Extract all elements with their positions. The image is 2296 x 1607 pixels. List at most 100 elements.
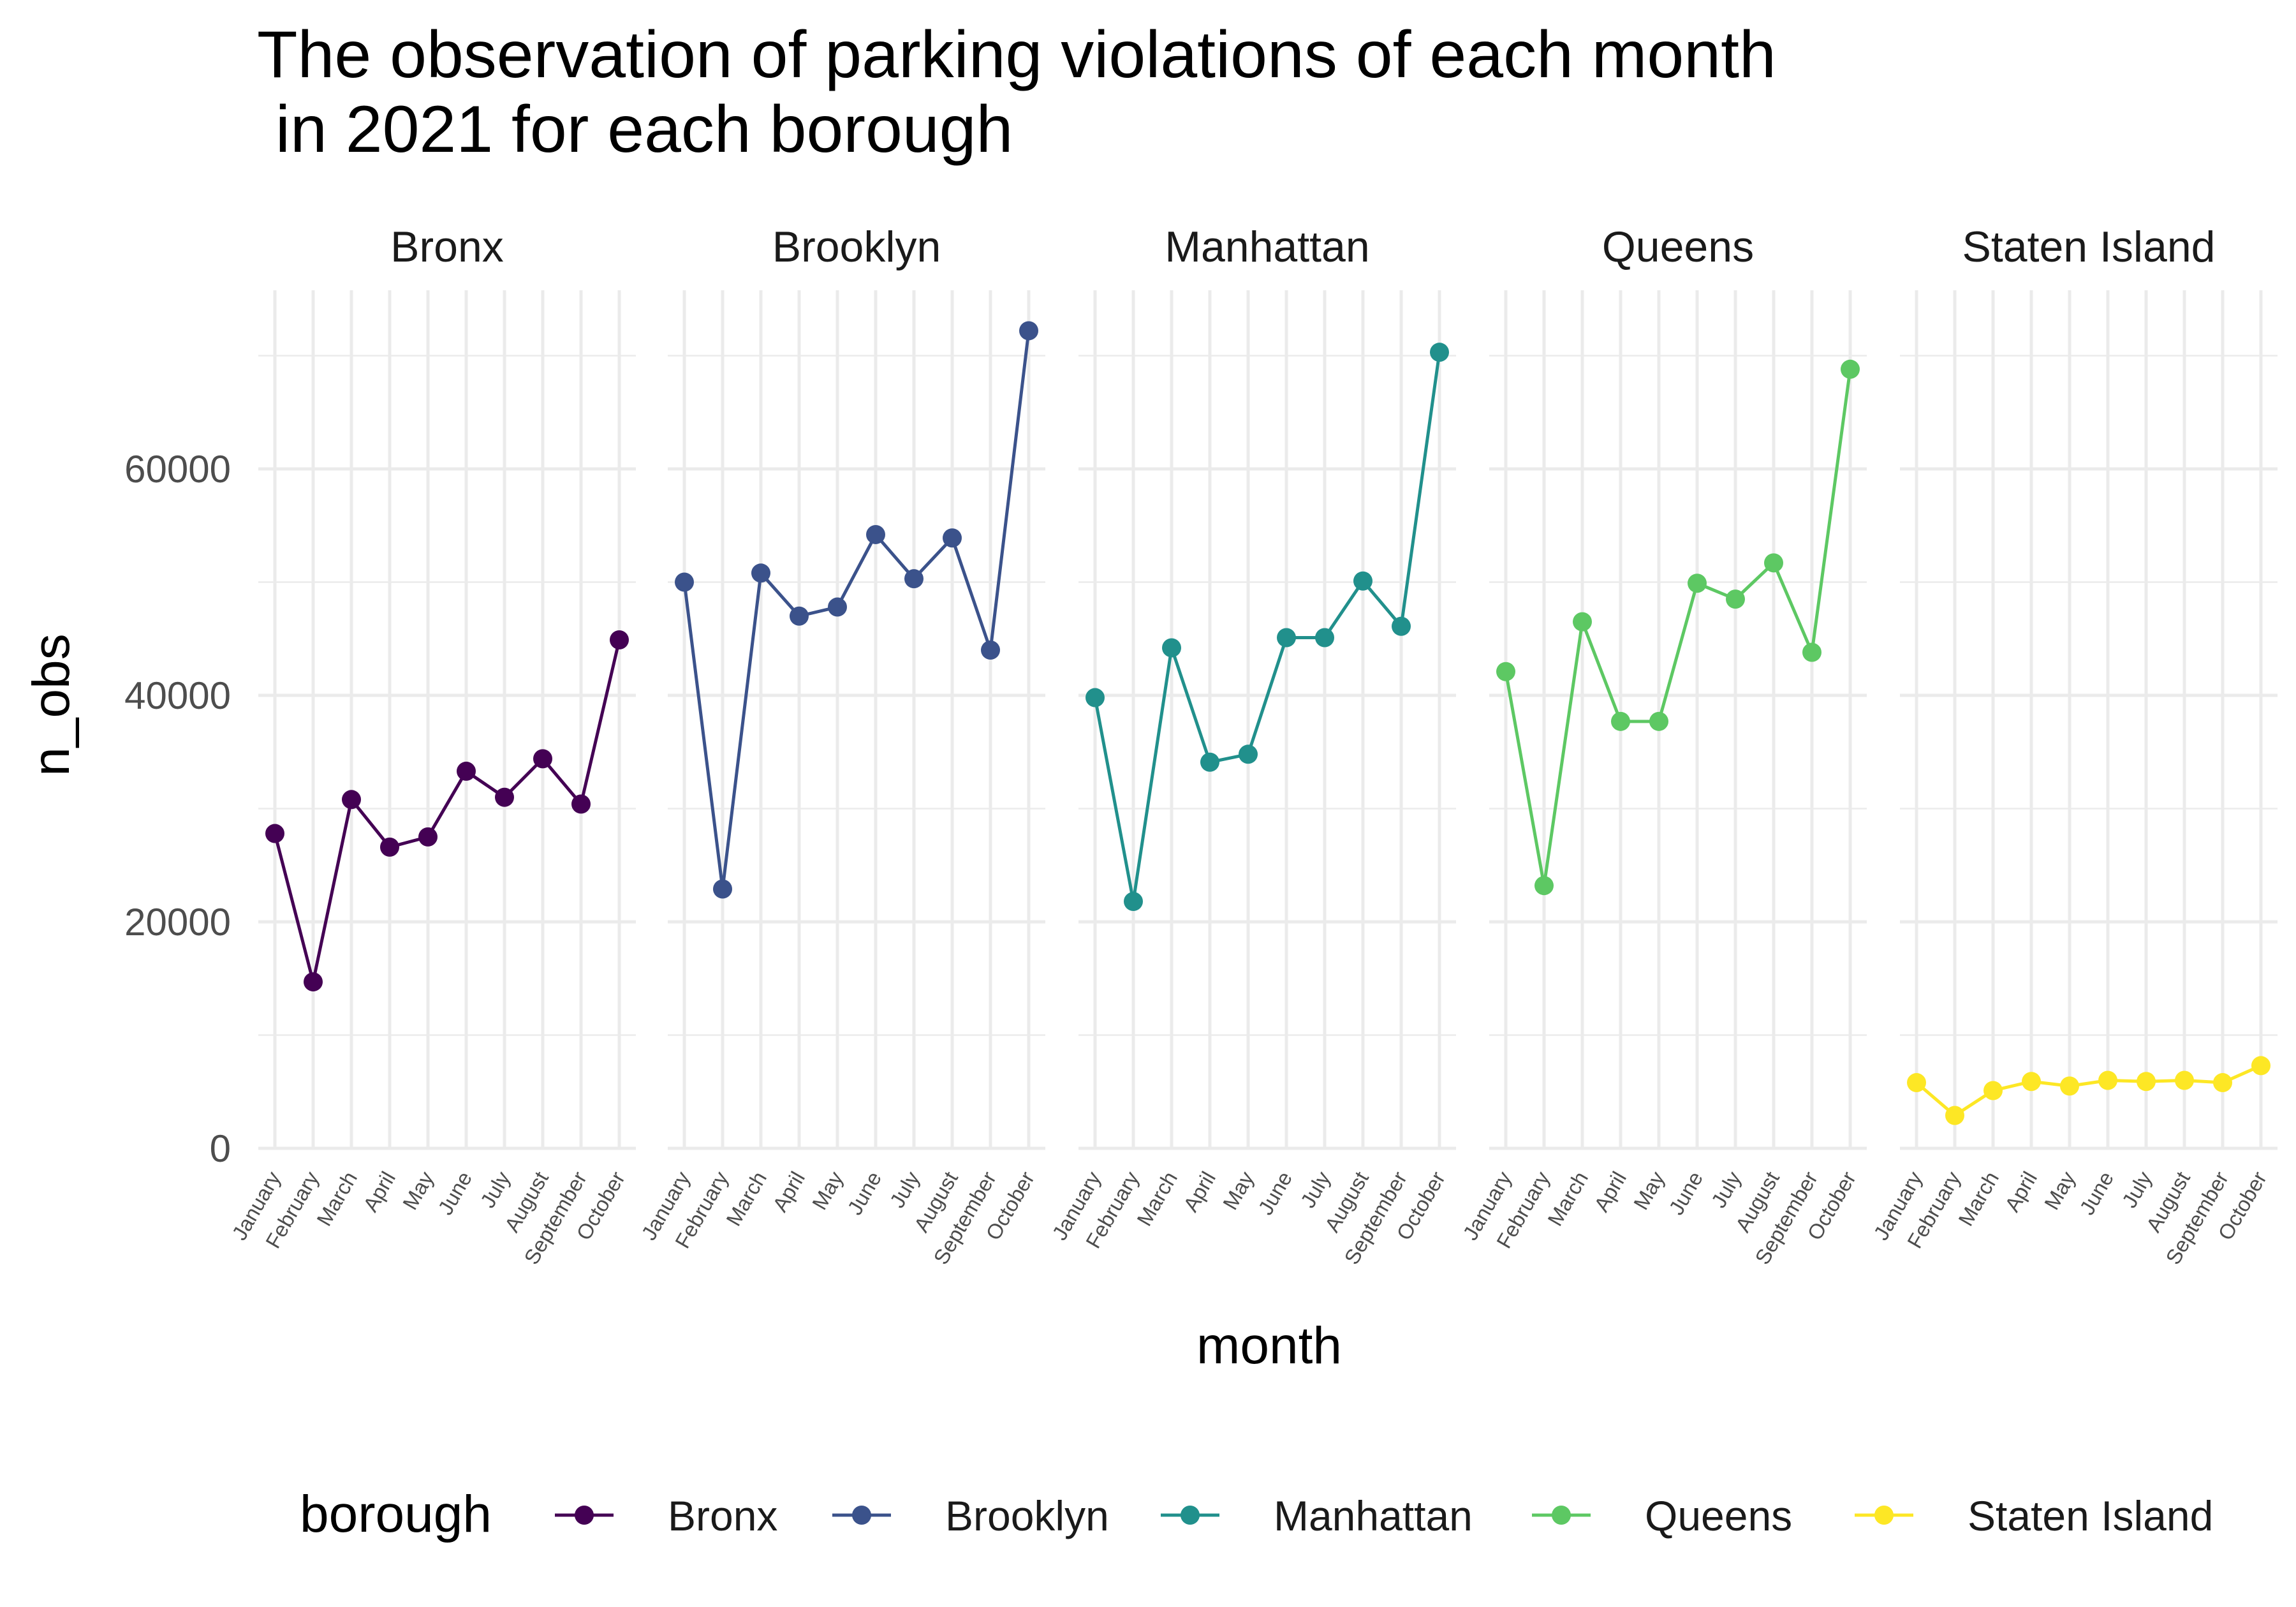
x-tick-label: May xyxy=(398,1167,438,1214)
data-point-staten-island xyxy=(2213,1073,2232,1093)
x-tick-label: June xyxy=(433,1167,476,1218)
data-point-brooklyn xyxy=(866,524,885,544)
y-axis: 0 20000 40000 60000 xyxy=(124,448,231,1170)
x-tick-label: March xyxy=(312,1167,362,1230)
data-point-brooklyn xyxy=(713,879,732,899)
data-point-manhattan xyxy=(1430,343,1449,362)
series-line-bronx xyxy=(273,639,621,984)
legend-label: Staten Island xyxy=(1968,1492,2213,1539)
panel-staten-island: Staten IslandJanuaryFebruaryMarchAprilMa… xyxy=(1869,223,2278,1268)
data-point-staten-island xyxy=(1983,1081,2003,1100)
series-line-staten-island xyxy=(1915,1064,2262,1118)
x-tick-label: March xyxy=(1543,1167,1593,1230)
legend-label: Queens xyxy=(1645,1492,1792,1539)
x-tick-label: July xyxy=(2117,1167,2157,1212)
data-point-manhattan xyxy=(1353,571,1372,591)
legend-point-swatch xyxy=(852,1506,871,1525)
legend-label: Manhattan xyxy=(1274,1492,1473,1539)
data-point-brooklyn xyxy=(981,641,1000,660)
y-tick-label: 20000 xyxy=(124,901,231,944)
panel-bronx: BronxJanuaryFebruaryMarchAprilMayJuneJul… xyxy=(227,223,636,1268)
x-tick-label: May xyxy=(2040,1167,2080,1214)
data-point-staten-island xyxy=(2251,1056,2270,1076)
chart-title-line-1: The observation of parking violations of… xyxy=(257,18,1776,92)
legend-point-swatch xyxy=(1552,1506,1571,1525)
x-axis-title: month xyxy=(1196,1317,1342,1375)
data-point-queens xyxy=(1649,711,1668,731)
x-tick-label: April xyxy=(2000,1167,2042,1216)
data-point-queens xyxy=(1841,359,1860,379)
data-point-manhattan xyxy=(1200,752,1219,772)
y-tick-label: 40000 xyxy=(124,674,231,717)
legend-item-brooklyn: Brooklyn xyxy=(832,1492,1109,1539)
series-line-manhattan xyxy=(1093,352,1441,903)
y-tick-label: 60000 xyxy=(124,448,231,491)
legend-point-swatch xyxy=(1181,1506,1200,1525)
x-tick-label: June xyxy=(2075,1167,2118,1218)
x-tick-label: June xyxy=(1664,1167,1707,1218)
x-tick-label: March xyxy=(721,1167,771,1230)
data-point-brooklyn xyxy=(1019,321,1038,341)
x-tick-label: March xyxy=(1954,1167,2003,1230)
data-point-bronx xyxy=(610,630,629,650)
data-point-queens xyxy=(1534,876,1554,896)
data-point-queens xyxy=(1496,662,1515,681)
data-point-manhattan xyxy=(1277,628,1296,648)
data-point-bronx xyxy=(265,824,284,843)
legend-point-swatch xyxy=(575,1506,594,1525)
x-tick-label: July xyxy=(1707,1167,1746,1212)
legend-title: borough xyxy=(300,1485,492,1543)
legend-point-swatch xyxy=(1874,1506,1894,1525)
panel-grid xyxy=(258,290,636,1150)
data-point-brooklyn xyxy=(943,528,962,548)
data-point-brooklyn xyxy=(790,606,809,626)
x-tick-label: May xyxy=(807,1167,848,1214)
legend-item-staten-island: Staten Island xyxy=(1855,1492,2213,1539)
facet-panels: BronxJanuaryFebruaryMarchAprilMayJuneJul… xyxy=(227,223,2278,1268)
data-point-bronx xyxy=(495,787,514,807)
data-point-manhattan xyxy=(1392,616,1411,636)
x-tick-label: July xyxy=(885,1167,925,1212)
data-point-queens xyxy=(1573,612,1592,632)
data-point-manhattan xyxy=(1162,638,1181,658)
data-point-bronx xyxy=(304,972,323,992)
y-axis-title: n_obs xyxy=(22,633,80,776)
data-point-queens xyxy=(1688,574,1707,593)
data-point-brooklyn xyxy=(904,569,924,589)
data-point-bronx xyxy=(342,790,361,810)
data-point-staten-island xyxy=(2060,1076,2079,1096)
data-point-brooklyn xyxy=(828,597,847,617)
data-point-queens xyxy=(1764,553,1783,573)
panel-grid xyxy=(1489,290,1867,1150)
data-point-queens xyxy=(1611,711,1630,731)
x-tick-label: March xyxy=(1132,1167,1182,1230)
legend-item-bronx: Bronx xyxy=(555,1492,777,1539)
data-point-staten-island xyxy=(2175,1070,2194,1090)
facet-label: Staten Island xyxy=(1962,223,2216,271)
facet-label: Brooklyn xyxy=(772,223,941,271)
x-tick-label: June xyxy=(1253,1167,1297,1218)
legend-label: Brooklyn xyxy=(945,1492,1109,1539)
data-point-staten-island xyxy=(1907,1073,1926,1093)
data-point-staten-island xyxy=(2022,1072,2041,1092)
panel-grid xyxy=(1078,290,1456,1150)
legend-label: Bronx xyxy=(668,1492,777,1539)
data-point-staten-island xyxy=(2137,1072,2156,1092)
x-tick-label: April xyxy=(1589,1167,1631,1216)
legend-item-manhattan: Manhattan xyxy=(1161,1492,1473,1539)
data-point-queens xyxy=(1802,642,1821,662)
panel-grid xyxy=(668,290,1045,1150)
data-point-manhattan xyxy=(1239,744,1258,764)
x-tick-label: April xyxy=(1179,1167,1220,1216)
facet-label: Queens xyxy=(1602,223,1754,271)
data-point-brooklyn xyxy=(751,563,770,583)
data-point-manhattan xyxy=(1085,688,1105,707)
panel-grid xyxy=(1900,290,2278,1150)
x-tick-label: April xyxy=(358,1167,400,1216)
x-tick-label: May xyxy=(1629,1167,1669,1214)
panel-manhattan: ManhattanJanuaryFebruaryMarchAprilMayJun… xyxy=(1047,223,1456,1268)
series-line-queens xyxy=(1504,369,1852,887)
x-tick-label: June xyxy=(843,1167,886,1218)
data-point-manhattan xyxy=(1124,892,1143,912)
